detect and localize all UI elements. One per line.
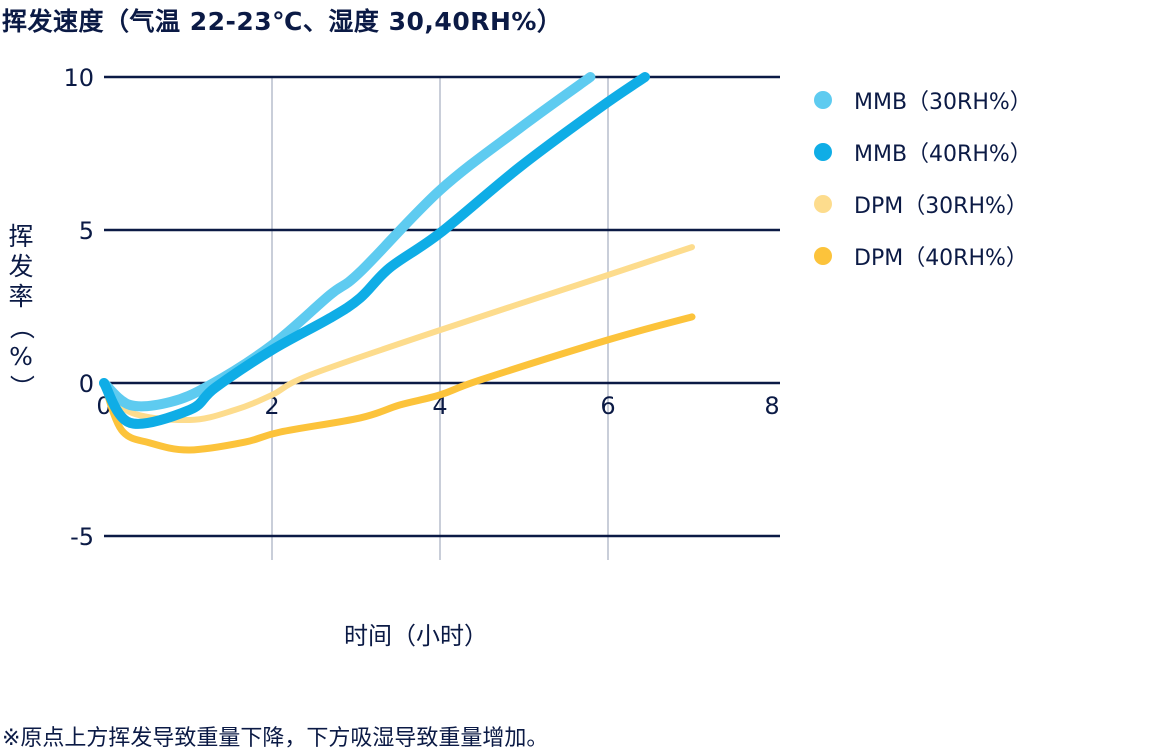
legend-label: MMB（30RH%） xyxy=(854,90,1032,115)
legend-dot-icon xyxy=(814,247,832,265)
vertical-gridlines xyxy=(271,77,609,560)
legend-item-mmb-40: MMB（40RH%） xyxy=(814,126,1032,178)
x-tick: 8 xyxy=(764,392,779,420)
legend-label: DPM（30RH%） xyxy=(854,194,1028,219)
legend-item-dpm-30: DPM（30RH%） xyxy=(814,178,1032,230)
legend-dot-icon xyxy=(814,195,832,213)
y-axis-label-char: 率 xyxy=(8,282,34,311)
legend-item-dpm-40: DPM（40RH%） xyxy=(814,230,1032,282)
y-tick: 0 xyxy=(79,370,94,398)
chart-title: 挥发速度（气温 22-23℃、湿度 30,40RH%） xyxy=(2,7,563,36)
legend-dot-icon xyxy=(814,143,832,161)
legend-label: MMB（40RH%） xyxy=(854,142,1032,167)
y-axis-label-char: 挥 xyxy=(8,222,34,251)
x-tick: 6 xyxy=(600,392,615,420)
legend-dot-icon xyxy=(814,91,832,109)
horizontal-gridlines xyxy=(104,75,780,538)
series-line xyxy=(100,313,696,454)
legend-label: DPM（40RH%） xyxy=(854,246,1028,271)
series-lines xyxy=(99,72,696,454)
x-axis-label: 时间（小时） xyxy=(344,622,488,650)
legend-item-mmb-30: MMB（30RH%） xyxy=(814,74,1032,126)
series-line xyxy=(99,72,650,429)
y-axis-label-char: % xyxy=(9,342,33,371)
footnote: ※原点上方挥发导致重量下降，下方吸湿导致重量增加。 xyxy=(2,726,549,751)
series-line xyxy=(99,72,596,412)
y-tick: -5 xyxy=(70,523,94,551)
y-tick: 5 xyxy=(79,217,94,245)
y-tick-labels: 10 5 0 -5 xyxy=(63,64,94,551)
y-axis-label: 挥 发 率 （ % ） xyxy=(4,222,38,402)
y-axis-label-char: 发 xyxy=(8,252,34,281)
legend: MMB（30RH%） MMB（40RH%） DPM（30RH%） DPM（40R… xyxy=(814,74,1032,282)
y-tick: 10 xyxy=(63,64,94,92)
